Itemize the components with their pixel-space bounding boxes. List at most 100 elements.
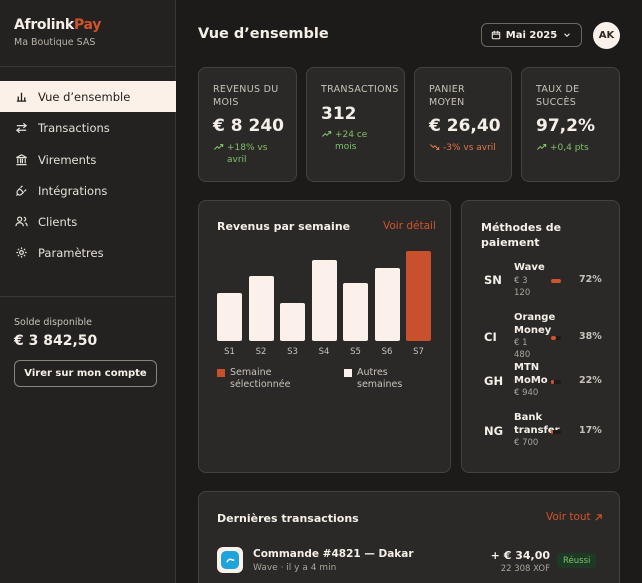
payment-method-row[interactable]: GH MTN MoMo € 940 22%: [461, 362, 620, 412]
kpi-value: € 26,40: [429, 116, 501, 136]
sidebar-item-label: Paramètres: [38, 245, 104, 260]
transaction-title[interactable]: Commande #4821 — Dakar: [253, 548, 414, 560]
bar-label: S7: [413, 347, 424, 357]
payment-method-name: Bank transfer: [514, 412, 560, 436]
trend-down-icon: [429, 144, 440, 151]
wave-icon: [217, 547, 243, 573]
bar-s6[interactable]: [374, 268, 400, 341]
chevron-down-icon: [562, 30, 572, 40]
bar-s4[interactable]: [311, 260, 337, 341]
balance-value: € 3 842,50: [14, 333, 98, 349]
sidebar-divider: [0, 296, 175, 297]
payment-method-bar-fill: [551, 335, 557, 340]
sidebar-item-transactions[interactable]: Transactions: [0, 112, 176, 143]
payment-method-amount: € 940: [514, 388, 539, 398]
arrow-up-right-icon: [595, 513, 602, 521]
payment-method-bar: [551, 335, 561, 340]
transaction-converted-amount: 22 308 XOF: [500, 564, 550, 574]
payment-method-row[interactable]: NG Bank transfer € 700 17%: [461, 412, 620, 462]
kpi-value: € 8 240: [213, 116, 284, 136]
kpi-label: PANIER MOYEN: [429, 84, 465, 108]
legend-other: Autres semaines: [344, 367, 434, 391]
bar-label: S6: [381, 347, 393, 357]
withdraw-button[interactable]: Virer sur mon compte: [14, 360, 157, 387]
kpi-delta-text: +0,4 pts: [550, 143, 589, 153]
recent-transactions-card: [198, 491, 620, 583]
brand-logo[interactable]: AfrolinkPay: [14, 17, 102, 33]
kpi-label: TAUX DE SUCCÈS: [536, 84, 580, 108]
view-all-label: Voir tout: [546, 511, 591, 523]
page-title: Vue d’ensemble: [198, 26, 329, 42]
payment-method-bar-fill: [551, 429, 554, 434]
month-selector[interactable]: Mai 2025: [481, 23, 582, 47]
bar-s3[interactable]: [280, 303, 305, 341]
trend-up-icon: [213, 143, 224, 150]
arrows-icon: [15, 121, 28, 134]
payment-method-row[interactable]: SN Wave € 3 120 72%: [461, 262, 620, 312]
kpi-label: TRANSACTIONS: [321, 84, 399, 95]
bank-icon: [15, 153, 28, 166]
sidebar-item-virements[interactable]: Virements: [0, 144, 176, 175]
view-all-link[interactable]: Voir tout: [546, 511, 603, 523]
payment-method-bar: [551, 379, 561, 384]
payment-method-bar: [551, 429, 561, 434]
sidebar-item-label: Clients: [38, 214, 78, 229]
transaction-subtitle: Wave · il y a 4 min: [253, 563, 337, 573]
bar-label: S5: [350, 347, 361, 357]
kpi-delta: +0,4 pts: [536, 142, 616, 154]
sidebar-item-label: Intégrations: [38, 183, 108, 198]
transaction-amount: + € 34,00: [490, 549, 550, 562]
payment-method-name: Wave: [514, 262, 545, 273]
calendar-icon: [491, 30, 501, 40]
legend-swatch-other: [344, 369, 352, 377]
payment-method-amount: € 700: [514, 438, 539, 448]
sidebar-item-label: Vue d’ensemble: [38, 89, 131, 104]
payment-method-percent: 72%: [579, 274, 602, 286]
kpi-card-basket: PANIER MOYEN € 26,40 -3% vs avril: [414, 67, 512, 182]
brand-subtitle: Ma Boutique SAS: [14, 37, 96, 48]
bar-s5[interactable]: [343, 283, 368, 341]
trend-up-icon: [536, 143, 547, 150]
avatar[interactable]: AK: [593, 22, 620, 49]
sidebar-item-settings[interactable]: Paramètres: [0, 237, 176, 268]
bar-s2[interactable]: [248, 276, 274, 341]
kpi-card-success-rate: TAUX DE SUCCÈS 97,2% +0,4 pts: [521, 67, 620, 182]
bar-label: S1: [224, 347, 235, 357]
sidebar: AfrolinkPay Ma Boutique SAS Vue d’ensemb…: [0, 0, 176, 583]
country-code: NG: [484, 423, 504, 438]
kpi-label: REVENUS DU MOIS: [213, 84, 279, 108]
payment-methods-title: Méthodes de paiement: [481, 221, 562, 249]
legend-label: Semaine sélectionnée: [230, 367, 291, 390]
legend-label: Autres semaines: [357, 367, 403, 390]
bar-s7[interactable]: [406, 251, 431, 341]
recent-transactions-title: Dernières transactions: [217, 512, 359, 525]
payment-method-row[interactable]: CI Orange Money € 1 480 38%: [461, 312, 620, 362]
users-icon: [15, 215, 28, 228]
balance-label: Solde disponible: [14, 317, 93, 328]
sidebar-item-clients[interactable]: Clients: [0, 206, 176, 237]
payment-method-name: MTN MoMo: [514, 362, 548, 386]
plug-icon: [15, 184, 28, 197]
sidebar-item-overview[interactable]: Vue d’ensemble: [0, 81, 176, 112]
payment-method-percent: 22%: [579, 374, 602, 386]
payment-method-percent: 38%: [579, 330, 602, 342]
payment-method-bar: [551, 279, 562, 284]
sidebar-item-integrations[interactable]: Intégrations: [0, 175, 176, 206]
kpi-delta: -3% vs avril: [429, 142, 511, 154]
payment-method-amount: € 3 120: [514, 275, 531, 298]
view-detail-link[interactable]: Voir détail: [383, 220, 436, 232]
chart-title: Revenus par semaine: [217, 220, 351, 233]
bar-label: S2: [255, 347, 267, 357]
payment-method-amount: € 1 480: [514, 338, 531, 360]
chart-icon: [15, 90, 28, 103]
payment-method-name: Orange Money: [514, 312, 556, 336]
legend-selected: Semaine sélectionnée: [217, 367, 327, 391]
kpi-delta-text: +24 ce mois: [335, 130, 368, 152]
bar-s1[interactable]: [217, 293, 242, 341]
sidebar-divider: [0, 66, 175, 67]
status-badge: Réussi: [557, 553, 597, 568]
kpi-delta: +18% vs avril: [213, 142, 287, 166]
kpi-delta-text: -3% vs avril: [443, 143, 496, 153]
payment-method-percent: 17%: [579, 424, 602, 436]
bar-label: S3: [287, 347, 298, 357]
